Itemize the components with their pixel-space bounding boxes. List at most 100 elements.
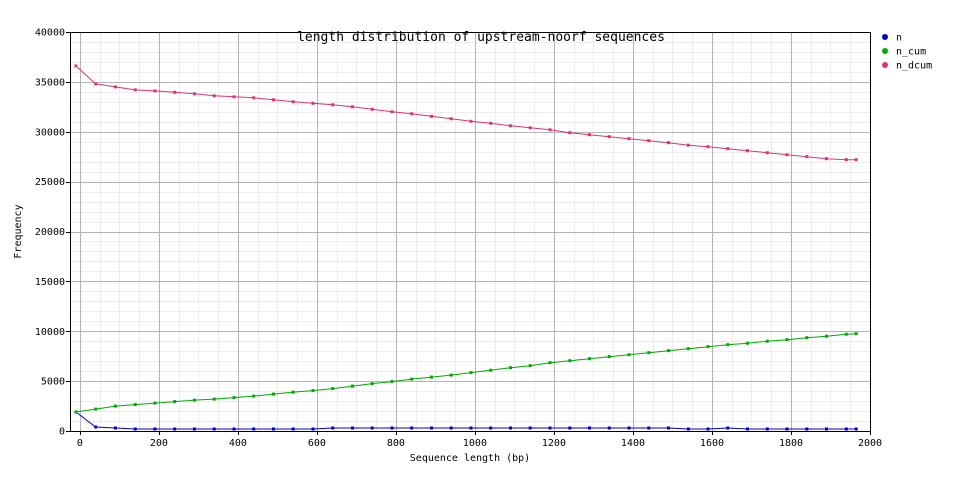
data-point-n bbox=[351, 426, 354, 430]
data-point-n bbox=[785, 427, 789, 431]
data-point-n bbox=[469, 426, 473, 430]
data-point-n_cum bbox=[252, 394, 256, 398]
data-point-n bbox=[627, 426, 631, 430]
data-point-n_dcum bbox=[548, 128, 552, 132]
x-tick-label: 800 bbox=[387, 438, 405, 449]
series-n_cum bbox=[74, 332, 858, 414]
data-point-n bbox=[548, 426, 552, 430]
data-point-n bbox=[252, 427, 256, 431]
data-point-n_cum bbox=[133, 403, 137, 407]
x-tick-label: 600 bbox=[308, 438, 326, 449]
data-point-n_dcum bbox=[390, 110, 394, 114]
x-tick-label: 1200 bbox=[542, 438, 566, 449]
data-point-n_cum bbox=[528, 364, 532, 368]
data-point-n_cum bbox=[113, 404, 117, 408]
data-point-n bbox=[489, 426, 493, 430]
data-point-n bbox=[153, 427, 157, 431]
legend-item-n_dcum: n_dcum bbox=[882, 61, 932, 72]
data-point-n bbox=[765, 427, 769, 431]
data-point-n_cum bbox=[430, 375, 433, 379]
data-point-n_dcum bbox=[726, 147, 730, 151]
data-point-n_dcum bbox=[667, 141, 670, 145]
data-point-n_cum bbox=[686, 347, 690, 351]
data-point-n_cum bbox=[351, 384, 354, 388]
y-axis-label: Frequency bbox=[13, 204, 24, 258]
data-point-n bbox=[133, 427, 137, 431]
data-point-n_dcum bbox=[489, 121, 493, 125]
data-point-n_cum bbox=[805, 336, 809, 340]
data-point-n_dcum bbox=[252, 96, 256, 100]
data-point-n_cum bbox=[607, 355, 611, 359]
series-n_dcum bbox=[74, 64, 858, 162]
data-point-n_dcum bbox=[765, 151, 769, 155]
y-tick-label: 5000 bbox=[41, 377, 65, 388]
data-point-n_dcum bbox=[192, 92, 196, 96]
data-point-n_dcum bbox=[627, 137, 631, 141]
y-tick-label: 0 bbox=[59, 427, 65, 438]
y-tick-label: 40000 bbox=[35, 28, 65, 39]
data-point-n_dcum bbox=[94, 82, 98, 86]
x-tick-label: 0 bbox=[77, 438, 83, 449]
x-axis-ticks: 0 200 400 600 800 1000 1200 1400 1600 1800 2000 bbox=[77, 431, 882, 449]
data-point-n_dcum bbox=[410, 112, 414, 116]
data-point-n bbox=[94, 425, 98, 429]
legend-label: n_cum bbox=[896, 47, 926, 58]
data-point-n_dcum bbox=[607, 135, 611, 139]
plot-area bbox=[70, 32, 870, 431]
legend-marker bbox=[882, 48, 888, 54]
data-point-n_cum bbox=[192, 398, 196, 402]
data-point-n_cum bbox=[765, 339, 769, 343]
data-point-n bbox=[528, 426, 532, 430]
data-point-n_cum bbox=[94, 407, 98, 411]
x-tick-label: 1600 bbox=[700, 438, 724, 449]
data-point-n_cum bbox=[291, 390, 295, 394]
y-tick-label: 20000 bbox=[35, 227, 65, 238]
chart-title: length distribution of upstream-noorf se… bbox=[297, 30, 665, 45]
data-point-n_cum bbox=[647, 351, 651, 355]
data-point-n bbox=[607, 426, 611, 430]
data-point-n_dcum bbox=[113, 85, 117, 89]
data-point-n_cum bbox=[548, 361, 552, 365]
data-point-n_dcum bbox=[173, 90, 177, 94]
x-tick-label: 1000 bbox=[463, 438, 487, 449]
data-point-n bbox=[430, 426, 433, 430]
plot-border bbox=[70, 32, 871, 432]
data-point-n_cum bbox=[410, 377, 414, 381]
data-point-n bbox=[588, 426, 591, 430]
data-point-n_dcum bbox=[854, 158, 858, 162]
data-point-n_cum bbox=[568, 359, 572, 363]
data-point-n_dcum bbox=[805, 155, 809, 159]
data-point-n_dcum bbox=[647, 139, 651, 143]
data-point-n_dcum bbox=[133, 88, 137, 92]
legend-marker bbox=[882, 62, 888, 68]
data-point-n bbox=[746, 427, 749, 431]
data-point-n_dcum bbox=[311, 101, 315, 105]
legend-item-n: n bbox=[882, 33, 902, 44]
data-point-n_cum bbox=[153, 401, 157, 405]
data-point-n_dcum bbox=[74, 64, 78, 68]
data-point-n_cum bbox=[370, 382, 374, 386]
x-tick-label: 2000 bbox=[858, 438, 882, 449]
data-point-n_dcum bbox=[153, 89, 157, 93]
data-point-n bbox=[509, 426, 512, 430]
legend-item-n_cum: n_cum bbox=[882, 47, 926, 58]
x-axis-label: Sequence length (bp) bbox=[410, 453, 530, 464]
data-point-n_cum bbox=[627, 353, 631, 357]
data-point-n_dcum bbox=[509, 124, 512, 128]
data-point-n_cum bbox=[469, 371, 473, 375]
y-tick-label: 10000 bbox=[35, 327, 65, 338]
data-point-n_cum bbox=[311, 389, 315, 393]
data-point-n bbox=[647, 426, 651, 430]
series-layer bbox=[74, 64, 858, 431]
data-point-n_dcum bbox=[588, 133, 591, 137]
data-point-n_cum bbox=[825, 334, 828, 338]
y-tick-label: 30000 bbox=[35, 127, 65, 138]
data-point-n_cum bbox=[746, 341, 749, 345]
data-point-n bbox=[113, 426, 117, 430]
legend-label: n_dcum bbox=[896, 61, 932, 72]
data-point-n bbox=[370, 426, 374, 430]
series-n bbox=[74, 410, 858, 431]
data-point-n_cum bbox=[449, 373, 453, 377]
data-point-n_cum bbox=[854, 332, 858, 336]
minor-grid bbox=[70, 32, 870, 431]
